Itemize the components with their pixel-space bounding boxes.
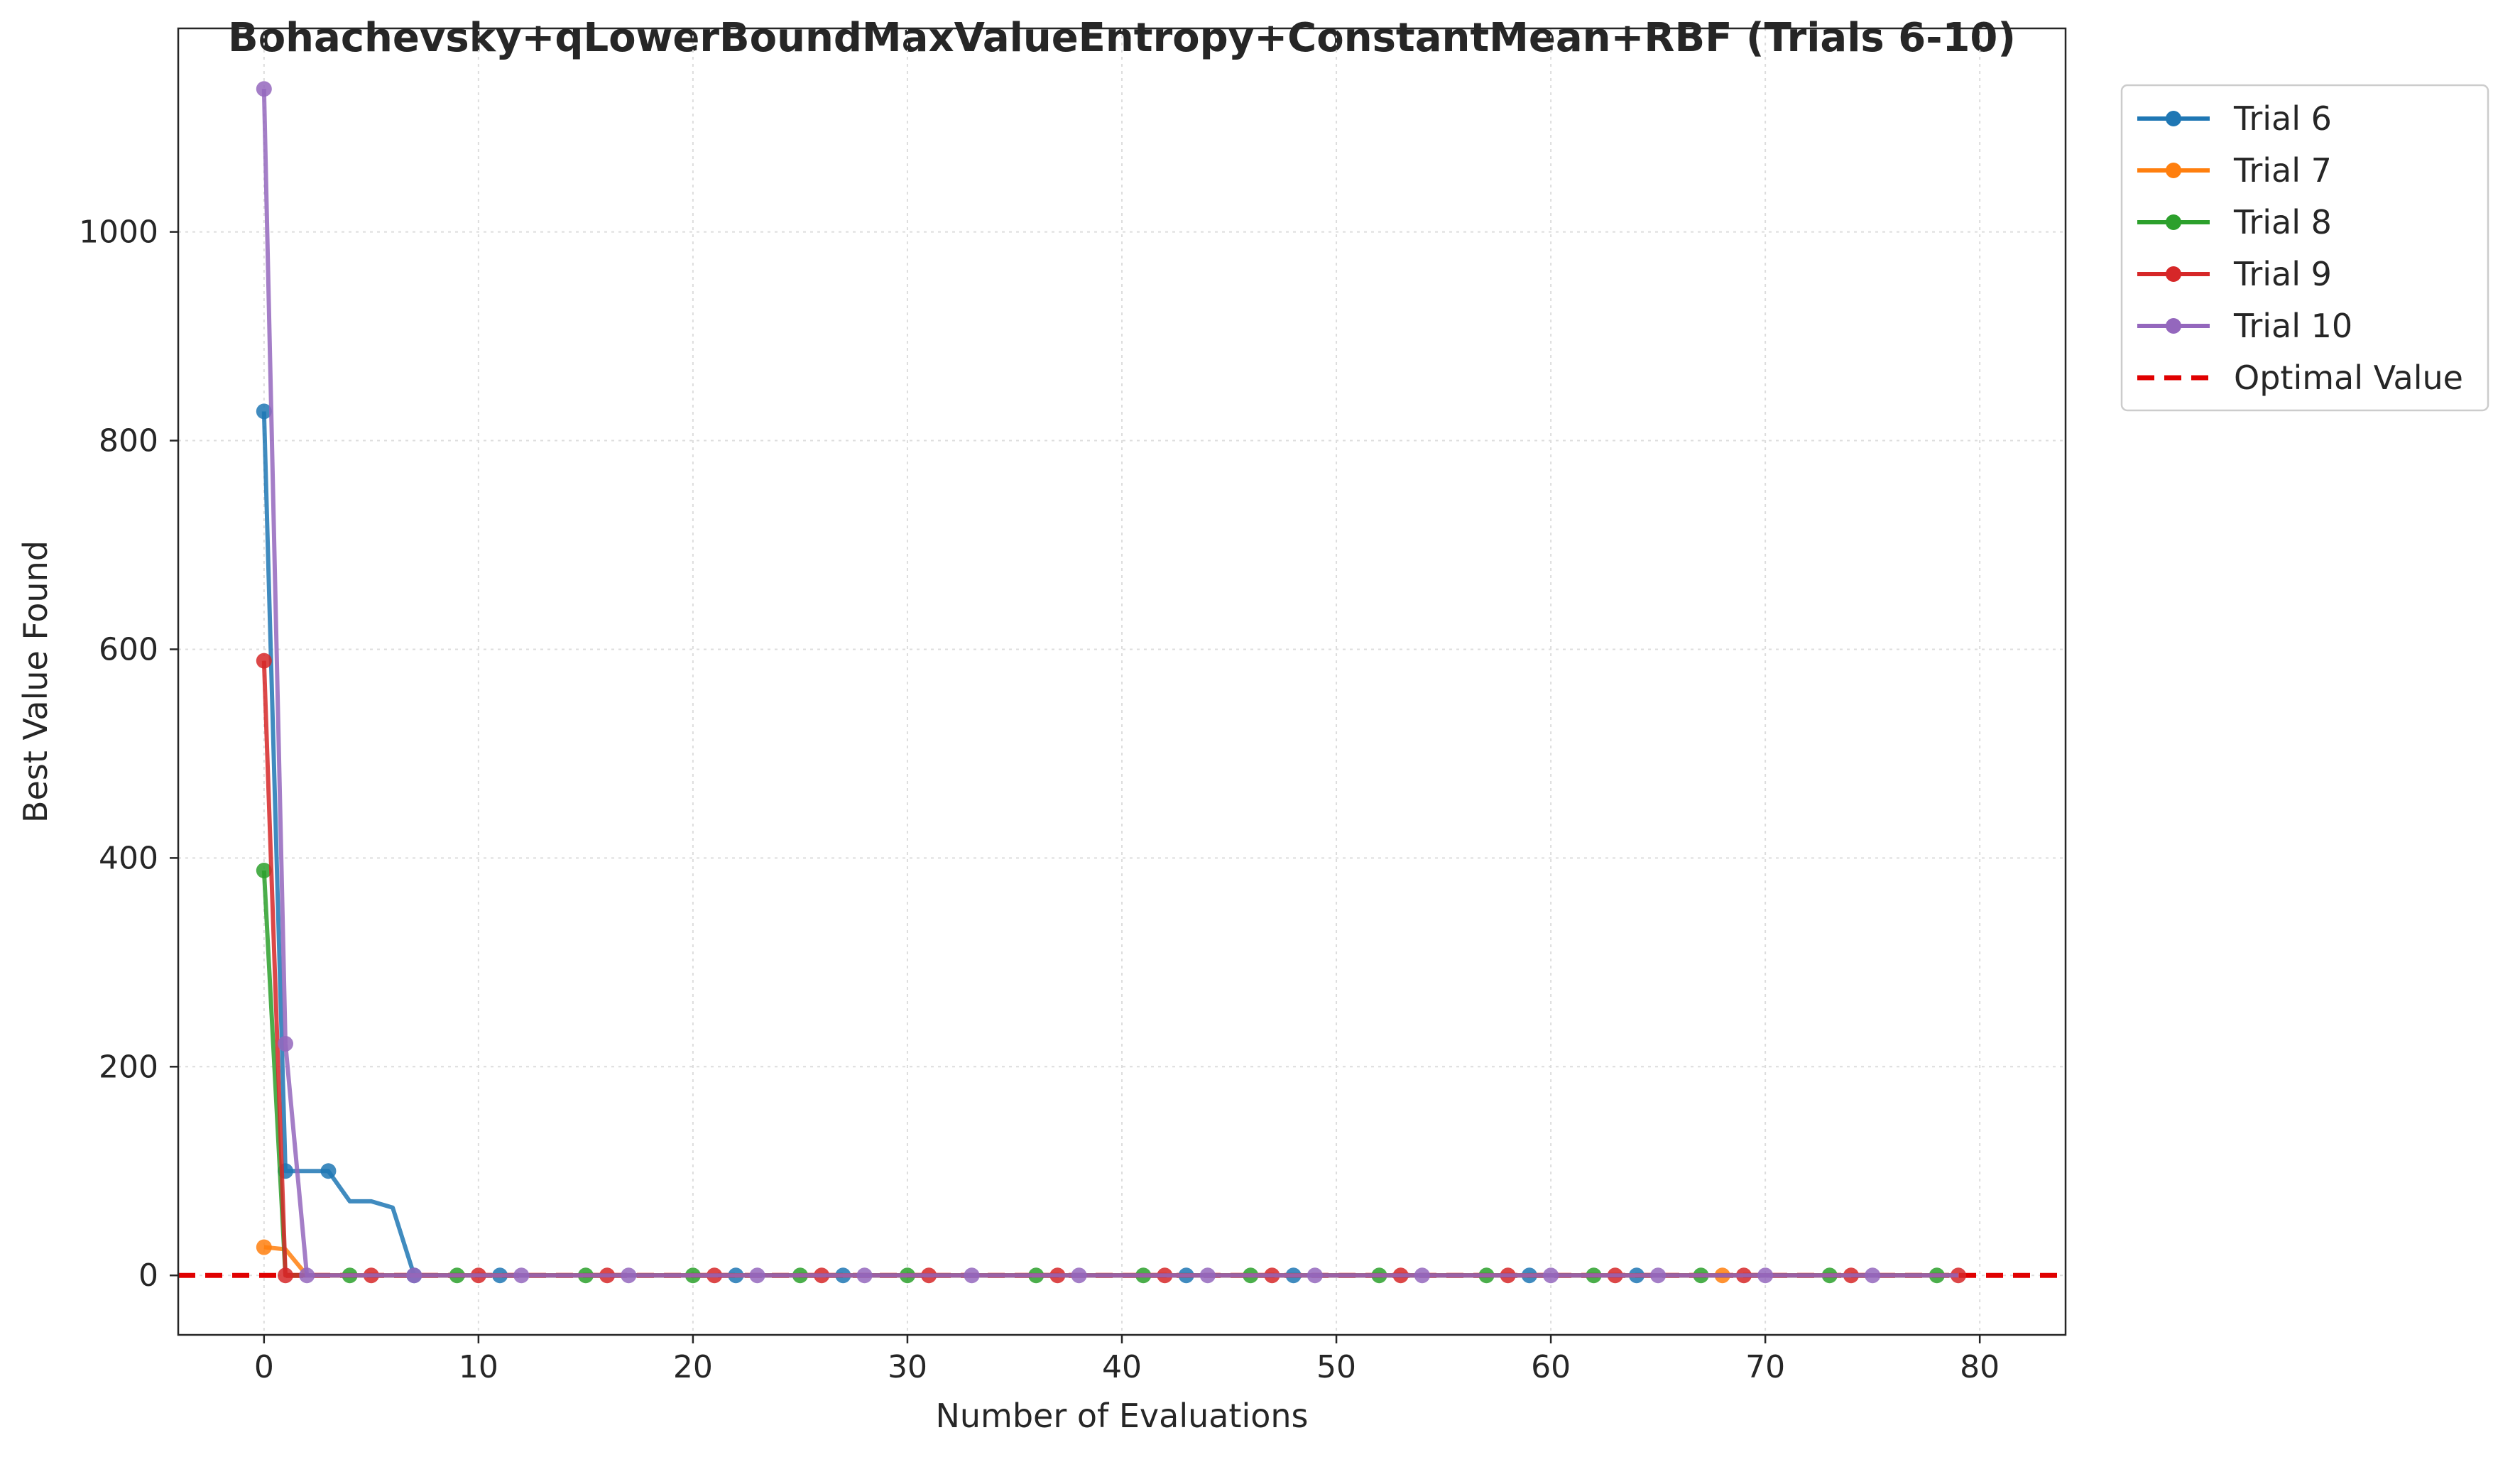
- legend-label: Optimal Value: [2234, 359, 2463, 397]
- y-tick-label: 600: [99, 631, 158, 667]
- legend-label: Trial 8: [2233, 203, 2332, 241]
- data-point: [1650, 1267, 1667, 1284]
- x-tick-label: 60: [1531, 1349, 1571, 1385]
- x-tick-label: 0: [254, 1349, 274, 1385]
- series-line: [261, 411, 1958, 1278]
- x-tick-label: 70: [1745, 1349, 1785, 1385]
- series-line: [261, 660, 1958, 1278]
- data-point: [1757, 1267, 1774, 1284]
- grid: [178, 28, 2066, 1335]
- data-point: [320, 1163, 337, 1179]
- y-tick-label: 1000: [79, 214, 158, 251]
- legend-marker: [2166, 318, 2181, 334]
- legend-label: Trial 7: [2233, 151, 2332, 190]
- series-line: [261, 870, 1958, 1278]
- legend-item: Trial 6: [2137, 99, 2332, 138]
- legend-label: Trial 9: [2233, 255, 2332, 293]
- legend-marker: [2166, 111, 2181, 126]
- data-point: [964, 1267, 980, 1284]
- data-point: [256, 653, 272, 669]
- legend-frame: [2120, 84, 2489, 412]
- legend-item: Trial 9: [2137, 255, 2332, 293]
- y-tick-label: 800: [99, 423, 158, 459]
- data-point: [1199, 1267, 1216, 1284]
- x-axis-label: Number of Evaluations: [935, 1397, 1308, 1435]
- x-tick-label: 40: [1102, 1349, 1142, 1385]
- data-point: [256, 81, 272, 97]
- legend: Trial 6 Trial 7 Trial 8 Trial 9 Trial 10 Opti…: [2120, 84, 2489, 412]
- data-point: [278, 1035, 294, 1052]
- series-trial-8: [256, 863, 1958, 1284]
- data-point: [256, 403, 272, 420]
- data-point: [278, 1267, 294, 1284]
- x-tick-label: 20: [673, 1349, 713, 1385]
- legend-item: Trial 8: [2137, 203, 2332, 241]
- series-trial-6: [256, 403, 1958, 1284]
- x-tick-label: 80: [1960, 1349, 2000, 1385]
- y-tick-label: 200: [99, 1049, 158, 1085]
- y-axis-label: Best Value Found: [16, 540, 55, 823]
- series-line: [261, 89, 1958, 1278]
- legend-label: Trial 10: [2233, 307, 2352, 345]
- x-tick-label: 10: [459, 1349, 498, 1385]
- x-tick-label: 30: [888, 1349, 927, 1385]
- data-point: [749, 1267, 765, 1284]
- legend-item: Optimal Value: [2137, 359, 2463, 397]
- legend-marker: [2166, 214, 2181, 230]
- series-trial-10: [256, 81, 1958, 1284]
- series-trial-9: [256, 653, 1966, 1284]
- data-point: [1071, 1267, 1087, 1284]
- x-tick-label: 50: [1316, 1349, 1356, 1385]
- data-point: [1307, 1267, 1323, 1284]
- data-point: [256, 863, 272, 879]
- data-point: [299, 1267, 315, 1284]
- y-tick-label: 0: [138, 1257, 158, 1294]
- legend-marker: [2166, 266, 2181, 282]
- series-layer: [256, 81, 1966, 1284]
- data-point: [1414, 1267, 1430, 1284]
- legend-item: Trial 7: [2137, 151, 2332, 190]
- data-point: [1543, 1267, 1559, 1284]
- data-point: [406, 1267, 422, 1284]
- data-point: [856, 1267, 873, 1284]
- legend-label: Trial 6: [2233, 99, 2332, 138]
- y-tick-label: 400: [99, 840, 158, 876]
- legend-item: Trial 10: [2137, 307, 2352, 345]
- data-point: [513, 1267, 530, 1284]
- data-point: [621, 1267, 637, 1284]
- legend-marker: [2166, 163, 2181, 178]
- data-point: [1865, 1267, 1881, 1284]
- data-point: [256, 1239, 272, 1255]
